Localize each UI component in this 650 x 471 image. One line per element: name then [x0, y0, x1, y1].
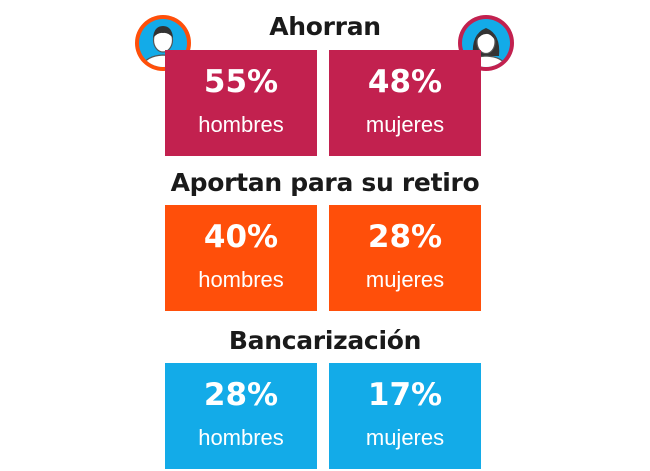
card-bancarizacion-mujeres: 17% mujeres — [329, 363, 481, 469]
stat-value: 17% — [367, 377, 443, 413]
card-ahorran-hombres: 55% hombres — [165, 50, 317, 156]
stat-label: hombres — [198, 425, 284, 450]
card-bancarizacion-hombres: 28% hombres — [165, 363, 317, 469]
section-title-bancarizacion: Bancarización — [228, 326, 422, 355]
stat-value: 28% — [367, 219, 443, 255]
stat-label: mujeres — [365, 267, 445, 292]
stat-value: 28% — [203, 377, 279, 413]
stat-value: 55% — [203, 64, 279, 100]
card-aportan-hombres: 40% hombres — [165, 205, 317, 311]
stat-value: 40% — [203, 219, 279, 255]
stat-label: mujeres — [365, 425, 445, 450]
stat-label: hombres — [198, 267, 284, 292]
section-title-ahorran: Ahorran — [269, 12, 381, 41]
card-ahorran-mujeres: 48% mujeres — [329, 50, 481, 156]
stat-value: 48% — [367, 64, 443, 100]
card-aportan-mujeres: 28% mujeres — [329, 205, 481, 311]
stat-label: hombres — [198, 112, 284, 137]
section-title-aportan: Aportan para su retiro — [170, 168, 480, 197]
stat-label: mujeres — [365, 112, 445, 137]
